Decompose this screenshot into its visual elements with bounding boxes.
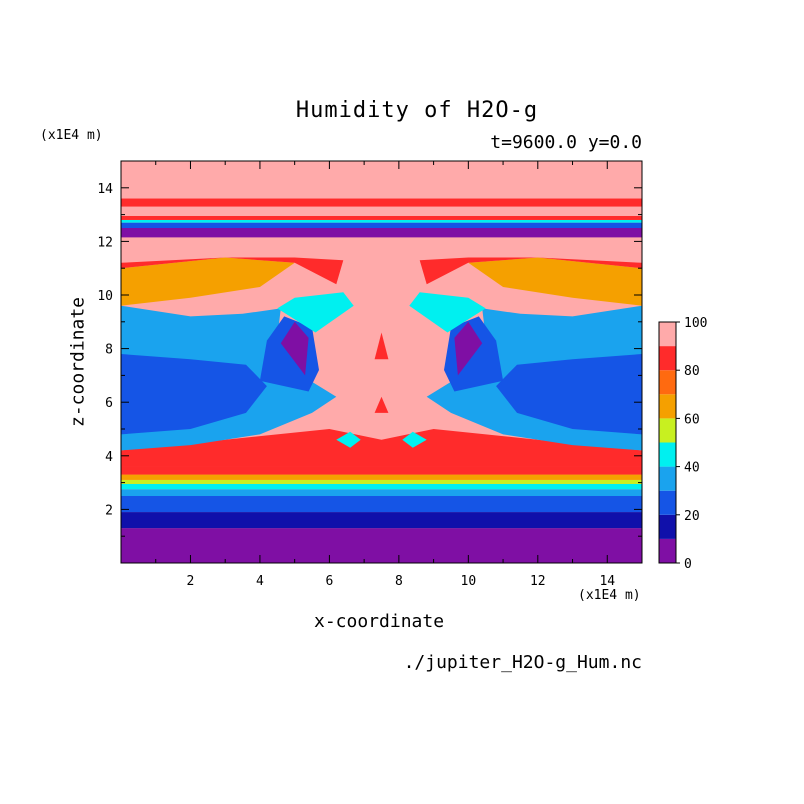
x-tick-label: 8 bbox=[395, 574, 403, 589]
x-tick-label: 4 bbox=[256, 574, 264, 589]
contour-band bbox=[121, 215, 642, 220]
plot-area bbox=[121, 161, 642, 563]
chart-subtitle: t=9600.0 y=0.0 bbox=[490, 132, 642, 153]
contour-region bbox=[121, 257, 344, 285]
y-tick-label: 2 bbox=[105, 503, 113, 518]
y-tick-label: 10 bbox=[97, 289, 113, 304]
contour-region bbox=[277, 292, 354, 333]
y-tick-label: 8 bbox=[105, 343, 113, 358]
colorbar-tick-label: 0 bbox=[684, 557, 692, 572]
contour-region bbox=[121, 257, 295, 306]
contour-band bbox=[121, 474, 642, 480]
source-file-label: ./jupiter_H2O-g_Hum.nc bbox=[403, 652, 642, 673]
contour-region bbox=[374, 396, 389, 413]
contour-region bbox=[454, 321, 483, 376]
contour-band bbox=[121, 496, 642, 513]
colorbar-level bbox=[659, 490, 676, 515]
chart-title: Humidity of H2O-g bbox=[295, 98, 539, 123]
contour-band bbox=[121, 512, 642, 529]
contour-region bbox=[121, 354, 267, 435]
contour-region bbox=[402, 431, 427, 448]
contour-region bbox=[468, 257, 642, 306]
x-tick-label: 12 bbox=[530, 574, 546, 589]
colorbar-level bbox=[659, 346, 676, 371]
colorbar-level bbox=[659, 394, 676, 419]
colorbar-level bbox=[659, 418, 676, 443]
y-tick-label: 4 bbox=[105, 450, 113, 465]
colorbar-level bbox=[659, 514, 676, 539]
contour-region bbox=[280, 321, 309, 376]
colorbar-level bbox=[659, 442, 676, 467]
contour-band bbox=[121, 483, 642, 490]
contour-band bbox=[121, 228, 642, 238]
axes: 2 4 6 8 10 12 14 2 4 6 8 10 12 14 bbox=[97, 160, 643, 589]
colorbar-level bbox=[659, 538, 676, 563]
plot-frame bbox=[120, 160, 643, 564]
x-tick-label: 2 bbox=[187, 574, 195, 589]
y-tick-label: 12 bbox=[97, 235, 113, 250]
colorbar-tick-label: 100 bbox=[684, 316, 707, 331]
contour-region bbox=[419, 257, 642, 285]
x-axis-label: x-coordinate bbox=[314, 611, 445, 632]
contour-region bbox=[374, 332, 389, 360]
contour-band bbox=[121, 528, 642, 563]
colorbar: 0 20 40 60 80 100 bbox=[658, 316, 707, 572]
contour-band bbox=[121, 237, 642, 247]
contour-band bbox=[121, 489, 642, 496]
contour-band bbox=[121, 161, 642, 199]
contour-region bbox=[409, 292, 486, 333]
contour-band bbox=[121, 479, 642, 484]
x-tick-label: 14 bbox=[599, 574, 615, 589]
y-tick-label: 6 bbox=[105, 396, 113, 411]
contour-band bbox=[121, 198, 642, 207]
x-tick-label: 10 bbox=[461, 574, 477, 589]
contour-band bbox=[121, 222, 642, 228]
contour-band bbox=[121, 219, 642, 223]
colorbar-level bbox=[659, 322, 676, 347]
colorbar-frame bbox=[658, 321, 677, 564]
y-tick-label: 14 bbox=[97, 182, 113, 197]
colorbar-tick-label: 80 bbox=[684, 364, 700, 379]
x-axis-unit: (x1E4 m) bbox=[578, 588, 641, 603]
contour-region bbox=[496, 354, 642, 435]
contour-band bbox=[121, 466, 642, 475]
x-tick-label: 6 bbox=[325, 574, 333, 589]
colorbar-tick-label: 60 bbox=[684, 412, 700, 427]
colorbar-level bbox=[659, 370, 676, 395]
contour-band bbox=[121, 206, 642, 216]
y-axis-unit: (x1E4 m) bbox=[40, 128, 103, 143]
colorbar-level bbox=[659, 466, 676, 491]
contour-region bbox=[121, 429, 642, 467]
colorbar-tick-label: 20 bbox=[684, 509, 700, 524]
colorbar-tick-label: 40 bbox=[684, 461, 700, 476]
contour-region bbox=[336, 431, 361, 448]
